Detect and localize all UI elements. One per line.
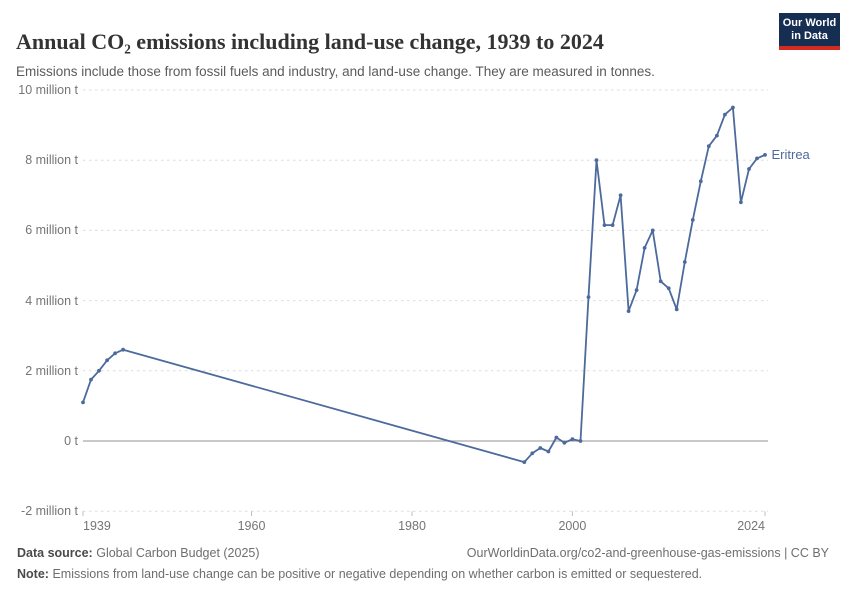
data-point — [610, 223, 615, 228]
x-axis-label: 1939 — [83, 519, 111, 533]
data-point — [634, 288, 639, 292]
data-point — [666, 286, 671, 291]
data-source-value: Global Carbon Budget (2025) — [96, 546, 260, 560]
data-point — [578, 439, 583, 443]
x-axis-label: 2000 — [558, 519, 587, 533]
series-label-eritrea: Eritrea — [771, 146, 810, 162]
data-point — [723, 112, 727, 117]
data-point — [602, 223, 607, 228]
data-point — [747, 167, 751, 171]
data-point — [570, 437, 575, 442]
y-axis-label: 4 million t — [25, 293, 78, 308]
data-point — [81, 400, 85, 405]
data-point — [586, 295, 591, 299]
data-point — [618, 193, 623, 198]
owid-logo-line1: Our World — [782, 17, 837, 29]
x-axis-label: 2024 — [737, 519, 765, 533]
data-point — [554, 435, 559, 440]
data-point — [89, 377, 93, 382]
data-point — [658, 279, 663, 284]
x-axis-label: 1980 — [398, 519, 426, 533]
owid-logo: Our World in Data — [779, 13, 840, 50]
data-point — [731, 105, 735, 110]
data-source-text: Data source: Global Carbon Budget (2025) — [17, 546, 260, 561]
chart-subtitle: Emissions include those from fossil fuel… — [16, 63, 655, 79]
data-point — [763, 153, 767, 157]
data-point — [121, 347, 125, 352]
note-value: Emissions from land-use change can be po… — [52, 567, 703, 581]
data-point — [105, 358, 109, 363]
data-point — [715, 133, 719, 138]
y-axis-label: 6 million t — [25, 223, 78, 238]
footer-note-row: Note: Emissions from land-use change can… — [17, 567, 829, 582]
data-point — [530, 451, 535, 456]
data-point — [682, 260, 687, 264]
data-point — [650, 228, 655, 233]
data-point — [522, 460, 527, 464]
y-axis-label: 0 t — [64, 434, 78, 448]
source-link[interactable]: OurWorldinData.org/co2-and-greenhouse-ga… — [466, 546, 829, 560]
data-point — [626, 309, 631, 313]
y-axis-label: 2 million t — [25, 363, 78, 378]
y-axis-label: 8 million t — [25, 153, 78, 168]
data-point — [755, 156, 759, 161]
data-point — [642, 246, 647, 250]
data-point — [97, 368, 101, 373]
data-point — [594, 158, 599, 163]
data-point — [739, 200, 743, 205]
note-label: Note: — [17, 567, 49, 581]
data-point — [690, 218, 695, 222]
data-point — [698, 179, 703, 184]
y-axis-label: -2 million t — [21, 504, 78, 519]
owid-logo-line2: in Data — [791, 30, 828, 42]
chart-title: Annual CO₂ emissions including land-use … — [16, 28, 604, 54]
data-point — [706, 144, 711, 149]
data-point — [538, 446, 543, 450]
data-point — [113, 351, 117, 356]
x-axis-label: 1960 — [237, 519, 266, 533]
data-point — [674, 307, 679, 312]
y-axis-label: 10 million t — [18, 83, 78, 97]
data-point — [546, 449, 551, 454]
footer-source-row: Data source: Global Carbon Budget (2025)… — [17, 546, 829, 561]
data-point — [562, 440, 567, 445]
data-source-label: Data source: — [17, 546, 93, 560]
